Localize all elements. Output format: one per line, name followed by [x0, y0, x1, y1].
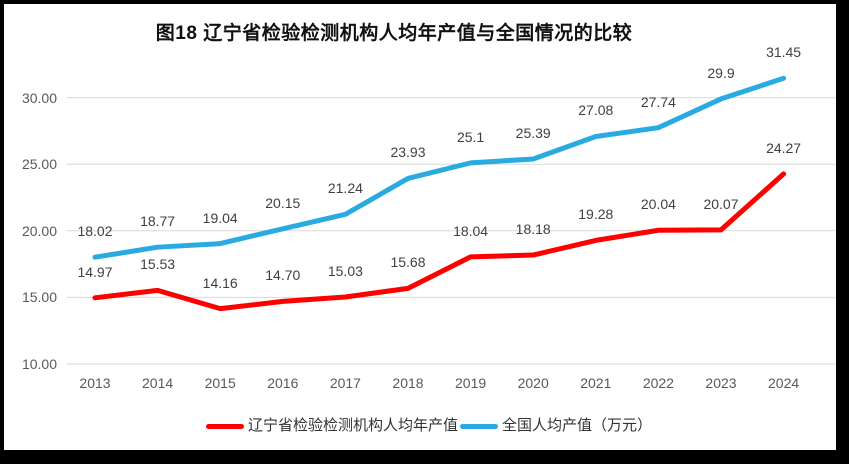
x-axis-tick-label: 2024 — [768, 375, 800, 391]
x-axis-tick-label: 2021 — [580, 375, 612, 391]
y-axis-tick-label: 15.00 — [21, 289, 57, 306]
data-point-label: 23.93 — [390, 144, 426, 161]
data-point-label: 31.45 — [766, 44, 802, 61]
x-axis-tick-label: 2014 — [142, 375, 174, 391]
data-point-label: 14.70 — [265, 267, 301, 284]
data-point-label: 20.15 — [265, 194, 301, 211]
y-axis-tick-label: 30.00 — [21, 89, 57, 106]
x-axis-tick-label: 2020 — [517, 375, 549, 391]
data-point-label: 20.04 — [640, 196, 676, 213]
chart-legend: 辽宁省检验检测机构人均年产值 全国人均产值（万元） — [22, 417, 836, 435]
y-axis-tick-label: 10.00 — [21, 356, 57, 372]
data-point-label: 29.9 — [707, 64, 735, 81]
data-point-label: 27.08 — [578, 102, 614, 119]
x-axis-tick-label: 2013 — [79, 375, 111, 391]
legend-label: 全国人均产值（万元） — [502, 417, 653, 434]
x-axis-tick-label: 2019 — [455, 375, 487, 391]
x-axis-tick-label: 2017 — [329, 375, 361, 391]
legend-item: 全国人均产值（万元） — [460, 417, 652, 435]
data-point-label: 15.68 — [390, 254, 426, 271]
series-line — [92, 171, 787, 312]
data-point-label: 14.97 — [77, 263, 113, 280]
data-point-label: 19.28 — [578, 206, 614, 223]
data-point-label: 14.16 — [202, 274, 238, 291]
data-point-label: 25.39 — [515, 125, 551, 141]
y-axis-tick-label: 20.00 — [21, 222, 57, 239]
legend-item: 辽宁省检验检测机构人均年产值 — [205, 417, 458, 435]
x-axis-tick-label: 2016 — [267, 375, 299, 391]
legend-line-swatch — [205, 423, 244, 429]
data-point-label: 20.07 — [703, 195, 739, 212]
data-point-label: 18.02 — [77, 223, 113, 240]
data-point-label: 19.04 — [202, 209, 238, 226]
y-axis-tick-label: 25.00 — [21, 156, 57, 173]
legend-label: 辽宁省检验检测机构人均年产值 — [247, 417, 458, 434]
legend-line-swatch — [460, 423, 498, 429]
data-point-label: 15.53 — [140, 256, 176, 273]
x-axis-tick-label: 2023 — [705, 375, 737, 391]
series-line — [92, 75, 787, 260]
data-point-label: 18.77 — [140, 213, 176, 230]
x-axis-tick-label: 2018 — [392, 375, 424, 391]
plot-area — [67, 75, 836, 365]
data-point-label: 15.03 — [327, 263, 363, 279]
data-point-label: 21.24 — [327, 180, 363, 197]
chart-title: 图18 辽宁省检验检测机构人均年产值与全国情况的比较 — [155, 23, 633, 44]
x-axis-tick-label: 2022 — [642, 375, 674, 391]
data-point-label: 18.18 — [515, 221, 551, 238]
x-axis-tick-label: 2015 — [204, 375, 236, 391]
data-point-label: 27.74 — [640, 93, 676, 110]
data-point-label: 24.27 — [766, 139, 802, 156]
data-point-label: 18.04 — [453, 222, 489, 239]
data-point-label: 25.1 — [456, 128, 485, 145]
